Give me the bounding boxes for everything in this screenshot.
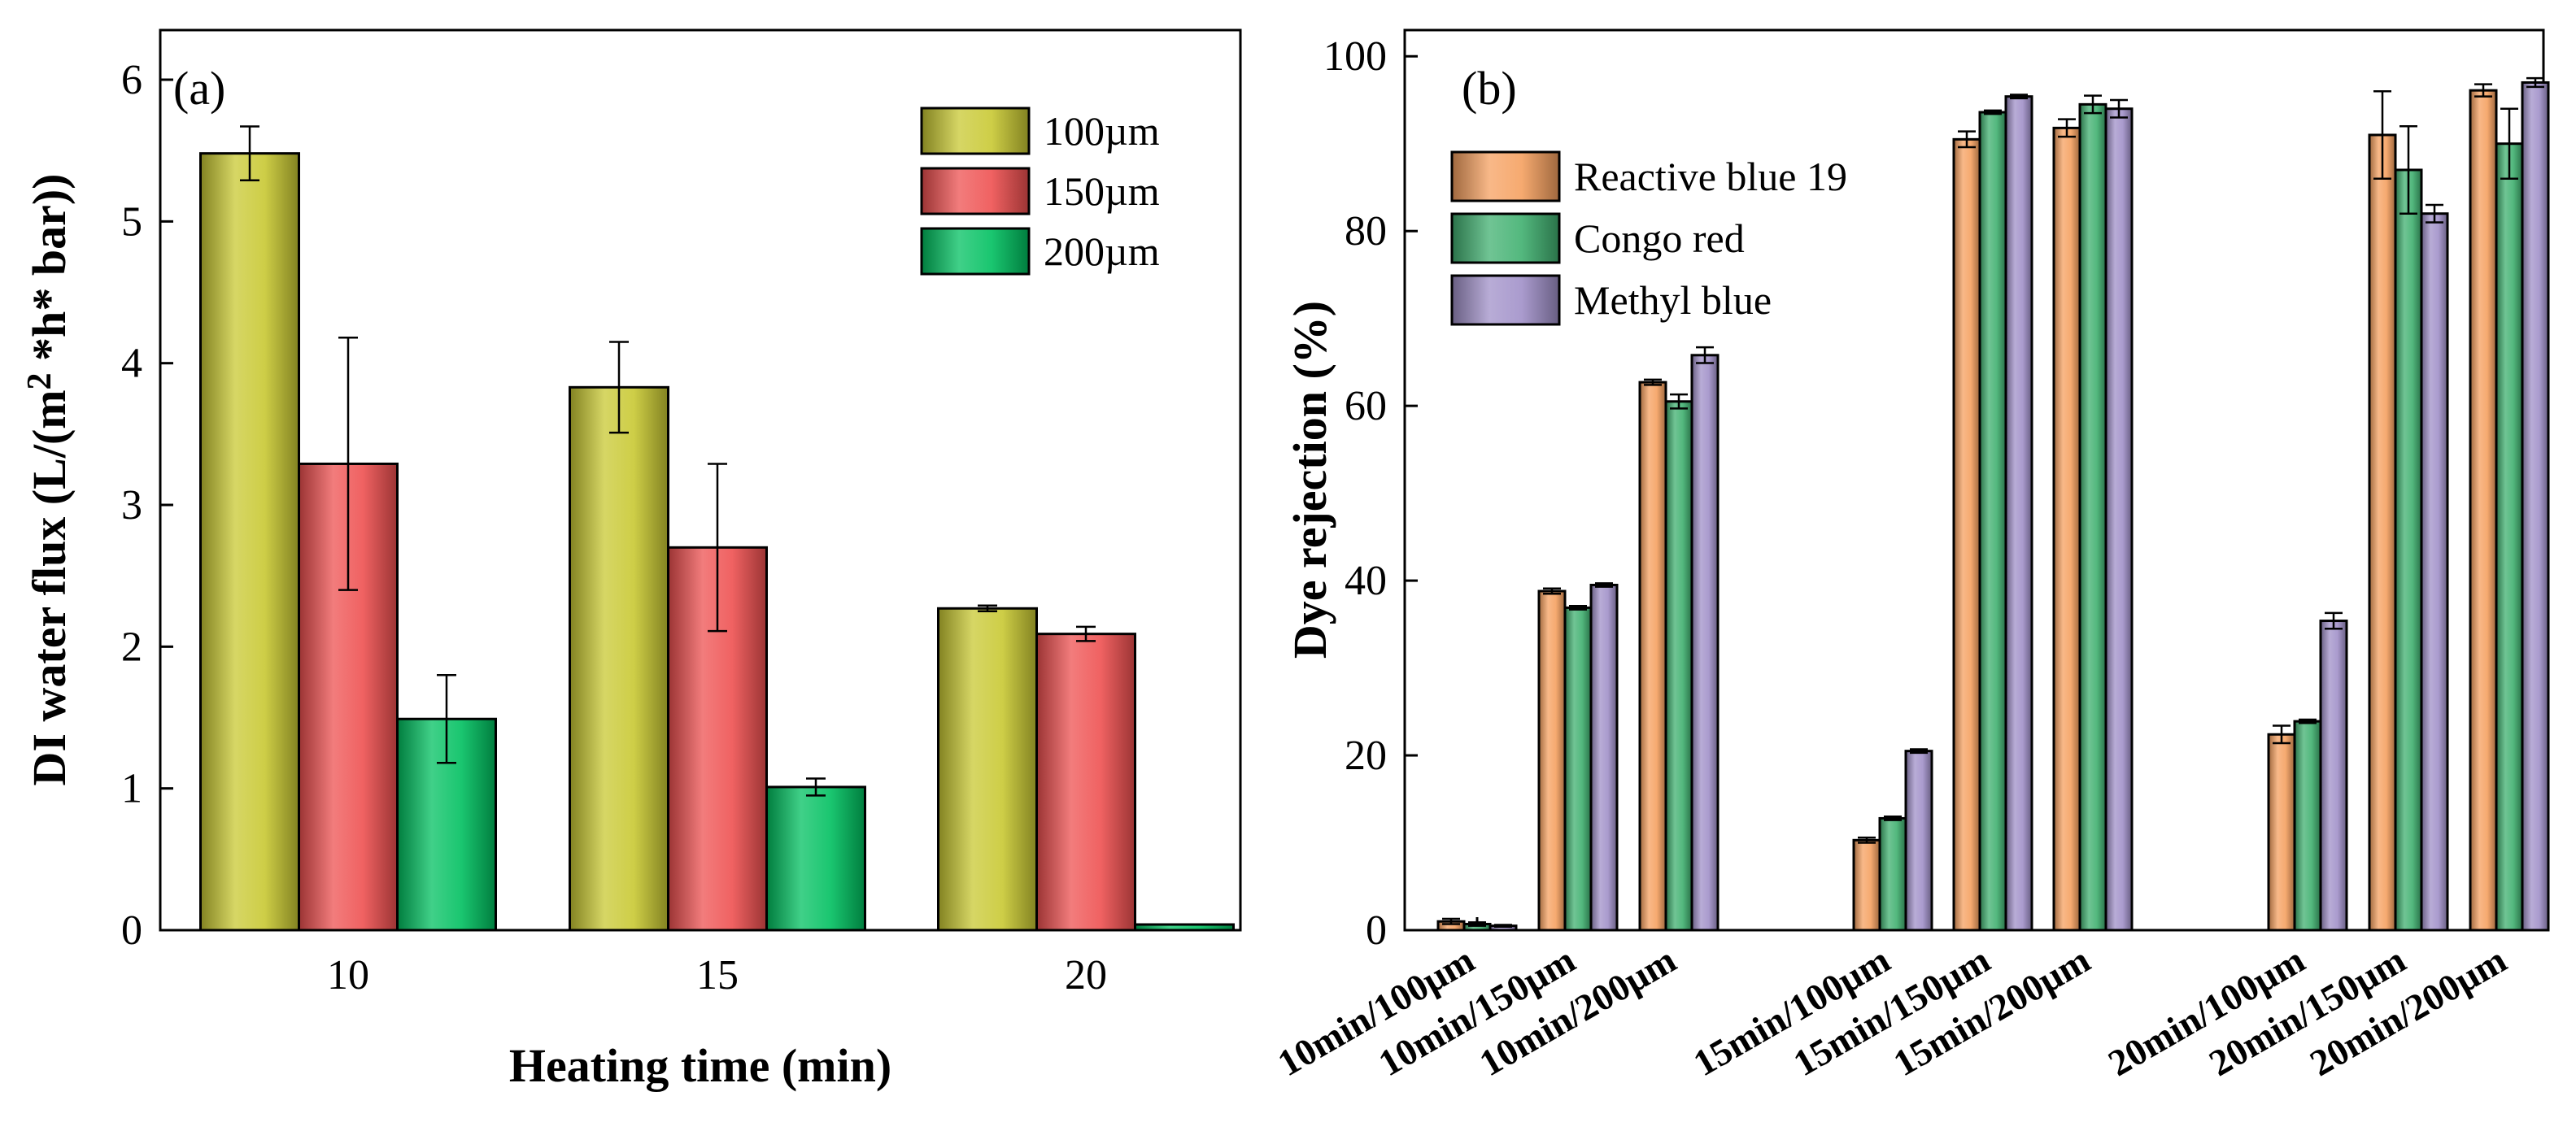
panel-b-y-axis: 0 20 40 60 80 100 <box>1323 33 1418 954</box>
panel-a-bars <box>199 125 1235 932</box>
panel-a-y-title-end: *h* bar)) <box>23 174 76 373</box>
a-legend-swatch <box>920 227 1031 276</box>
b-legend-label: Congo red <box>1574 215 1745 261</box>
a-y-tick-label: 1 <box>121 766 142 812</box>
b-bar <box>1852 838 1881 932</box>
b-bar <box>2267 733 2296 932</box>
b-bar <box>1878 816 1907 932</box>
a-legend-label: 200µm <box>1044 228 1160 274</box>
a-bar <box>937 607 1038 932</box>
a-bar <box>1035 633 1136 932</box>
panel-a-y-axis: 0 1 2 3 4 5 6 <box>121 57 173 954</box>
b-bar <box>1563 606 1593 932</box>
b-legend-swatch <box>1450 150 1561 202</box>
b-legend-label: Reactive blue 19 <box>1574 154 1847 199</box>
a-x-tick-label: 20 <box>1065 952 1107 998</box>
b-y-tick-label: 0 <box>1366 907 1387 954</box>
b-bar <box>2078 102 2107 932</box>
a-x-tick-label: 15 <box>696 952 739 998</box>
panel-a-y-axis-title: DI water flux (L/(m2 *h* bar)) <box>21 174 76 786</box>
panel-a-x-axis-title: Heating time (min) <box>509 1039 891 1092</box>
b-legend-label: Methyl blue <box>1574 277 1772 323</box>
a-bar <box>765 785 866 932</box>
panel-b-bars <box>1436 76 2550 932</box>
a-y-tick-label: 2 <box>121 624 142 670</box>
panel-b-legend: Reactive blue 19 Congo red Methyl blue <box>1450 150 1847 326</box>
b-bar <box>1537 589 1567 932</box>
b-bar <box>2293 720 2322 932</box>
b-legend-swatch <box>1450 212 1561 264</box>
b-y-tick-label: 80 <box>1345 208 1387 254</box>
b-bar <box>2052 126 2081 932</box>
b-bar <box>1952 137 1981 932</box>
b-bar <box>1589 583 1619 932</box>
b-bar <box>1904 750 1933 932</box>
a-y-tick-label: 3 <box>121 482 142 529</box>
a-legend-label: 100µm <box>1044 108 1160 154</box>
a-y-tick-label: 6 <box>121 57 142 103</box>
a-x-tick-label: 10 <box>327 952 369 998</box>
panel-a-legend: 100µm 150µm 200µm <box>920 107 1160 276</box>
b-bar <box>2394 168 2423 932</box>
a-bar <box>569 385 669 932</box>
a-legend-swatch <box>920 107 1031 155</box>
panel-a-y-title-main: DI water flux (L/(m <box>23 389 76 785</box>
a-legend-label: 150µm <box>1044 168 1160 214</box>
a-y-tick-label: 5 <box>121 198 142 245</box>
b-y-tick-label: 60 <box>1345 383 1387 429</box>
b-bar <box>2469 89 2498 932</box>
a-y-tick-label: 0 <box>121 907 142 954</box>
b-bar <box>2420 212 2449 932</box>
panel-b-y-axis-title: Dye rejection (%) <box>1284 301 1336 659</box>
b-bar <box>1978 111 2007 932</box>
b-bar <box>1690 354 1720 932</box>
b-legend-swatch <box>1450 274 1561 326</box>
panel-a-label: (a) <box>173 62 225 115</box>
panel-b-dye-chart: (b) 0 20 40 60 80 100 10min/100µm10min/150µm1… <box>1271 28 2550 1084</box>
b-bar <box>1664 400 1693 932</box>
b-bar <box>2495 142 2524 932</box>
b-y-tick-label: 20 <box>1345 733 1387 779</box>
b-y-tick-label: 40 <box>1345 558 1387 604</box>
a-y-tick-label: 4 <box>121 341 142 387</box>
a-bar <box>1134 923 1235 932</box>
panel-b-label: (b) <box>1462 62 1517 115</box>
panel-a-flux-chart: (a) 0 1 2 3 4 5 6 10 15 20 100µm 150µm 200µm Heati… <box>21 28 1242 1092</box>
b-y-tick-label: 100 <box>1323 33 1387 80</box>
b-bar <box>2521 80 2550 932</box>
b-bar <box>2319 620 2348 932</box>
b-bar <box>2104 107 2134 932</box>
a-bar <box>199 152 300 932</box>
panel-a-y-title-sup: 2 <box>21 372 59 389</box>
b-bar <box>2004 95 2033 932</box>
a-legend-swatch <box>920 167 1031 215</box>
b-bar <box>1638 381 1667 932</box>
b-bar <box>2368 133 2397 932</box>
